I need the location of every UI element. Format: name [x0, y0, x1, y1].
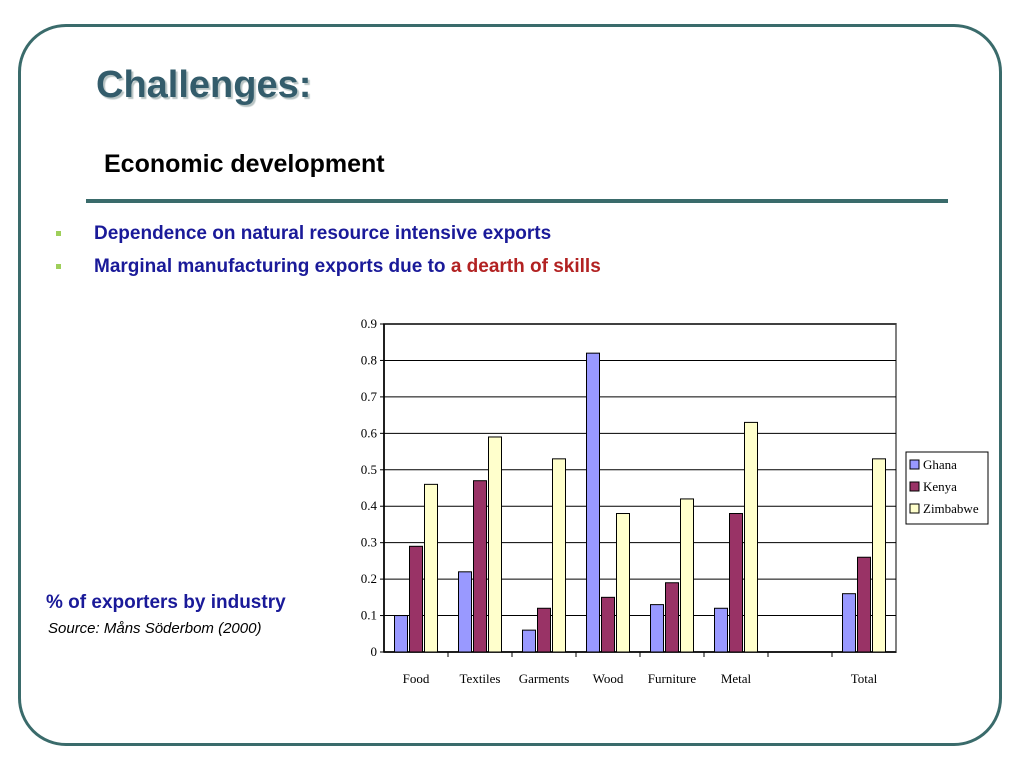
y-tick-label: 0 [371, 644, 378, 659]
legend-swatch-ghana [909, 459, 920, 470]
legend-label-kenya: Kenya [923, 479, 957, 494]
slide-frame [18, 24, 1002, 746]
legend-swatch-zimbabwe [909, 503, 920, 514]
bar-ghana-wood [586, 352, 600, 653]
bullet-item: Marginal manufacturing exports due to a … [56, 253, 601, 286]
bar-zimbabwe-textiles [488, 436, 502, 653]
chart-caption: % of exporters by industry [46, 592, 286, 613]
bar-ghana-food [394, 615, 408, 653]
bullet-item: Dependence on natural resource intensive… [56, 220, 601, 253]
y-tick-label: 0.3 [361, 535, 377, 550]
bar-zimbabwe-metal [744, 421, 758, 653]
bar-zimbabwe-furniture [680, 498, 694, 653]
x-tick-label: Wood [593, 671, 624, 686]
slide-title: Challenges: [96, 64, 312, 106]
bar-ghana-textiles [458, 571, 472, 653]
y-tick-label: 0.5 [361, 462, 377, 477]
y-tick-label: 0.7 [361, 389, 378, 404]
legend-label-zimbabwe: Zimbabwe [923, 501, 979, 516]
x-tick-label: Furniture [648, 671, 697, 686]
bar-kenya-garments [537, 607, 551, 653]
x-tick-label: Food [403, 671, 430, 686]
bar-kenya-furniture [665, 582, 679, 653]
bar-kenya-textiles [473, 480, 487, 653]
slide-subtitle: Economic development [104, 150, 385, 178]
bar-ghana-total [842, 593, 856, 653]
legend-label-ghana: Ghana [923, 457, 957, 472]
y-tick-label: 0.8 [361, 352, 377, 367]
square-bullet-icon [56, 231, 61, 236]
bar-kenya-wood [601, 596, 615, 653]
bar-kenya-metal [729, 513, 743, 653]
y-tick-label: 0.4 [361, 498, 378, 513]
y-tick-label: 0.9 [361, 316, 377, 331]
legend-swatch-kenya [909, 481, 920, 492]
bar-chart: 0 0.1 0.2 0.3 0.4 0.5 0.6 0.7 0.8 0.9 Food Textiles… [361, 316, 989, 686]
legend [905, 451, 989, 525]
y-tick-label: 0.2 [361, 571, 377, 586]
bar-ghana-furniture [650, 604, 664, 653]
square-bullet-icon [56, 264, 61, 269]
y-tick-label: 0.1 [361, 608, 377, 623]
bar-zimbabwe-garments [552, 458, 566, 653]
bar-ghana-garments [522, 629, 536, 653]
bar-kenya-food [409, 545, 423, 653]
x-tick-label: Textiles [460, 671, 501, 686]
bullet-list: Dependence on natural resource intensive… [56, 220, 601, 286]
bar-kenya-total [857, 556, 871, 653]
x-tick-label: Total [851, 671, 878, 686]
bullet-highlight: a dearth of skills [450, 256, 601, 277]
y-tick-label: 0.6 [361, 425, 378, 440]
bullet-text: Marginal manufacturing exports due to [94, 256, 451, 277]
x-tick-label: Garments [519, 671, 570, 686]
bar-zimbabwe-wood [616, 513, 630, 653]
x-tick-label: Metal [721, 671, 752, 686]
bar-ghana-metal [714, 607, 728, 653]
bar-zimbabwe-total [872, 458, 886, 653]
title-divider [86, 199, 948, 203]
bar-zimbabwe-food [424, 483, 438, 653]
chart-source: Source: Måns Söderbom (2000) [48, 620, 262, 637]
bullet-text: Dependence on natural resource intensive… [94, 223, 552, 244]
